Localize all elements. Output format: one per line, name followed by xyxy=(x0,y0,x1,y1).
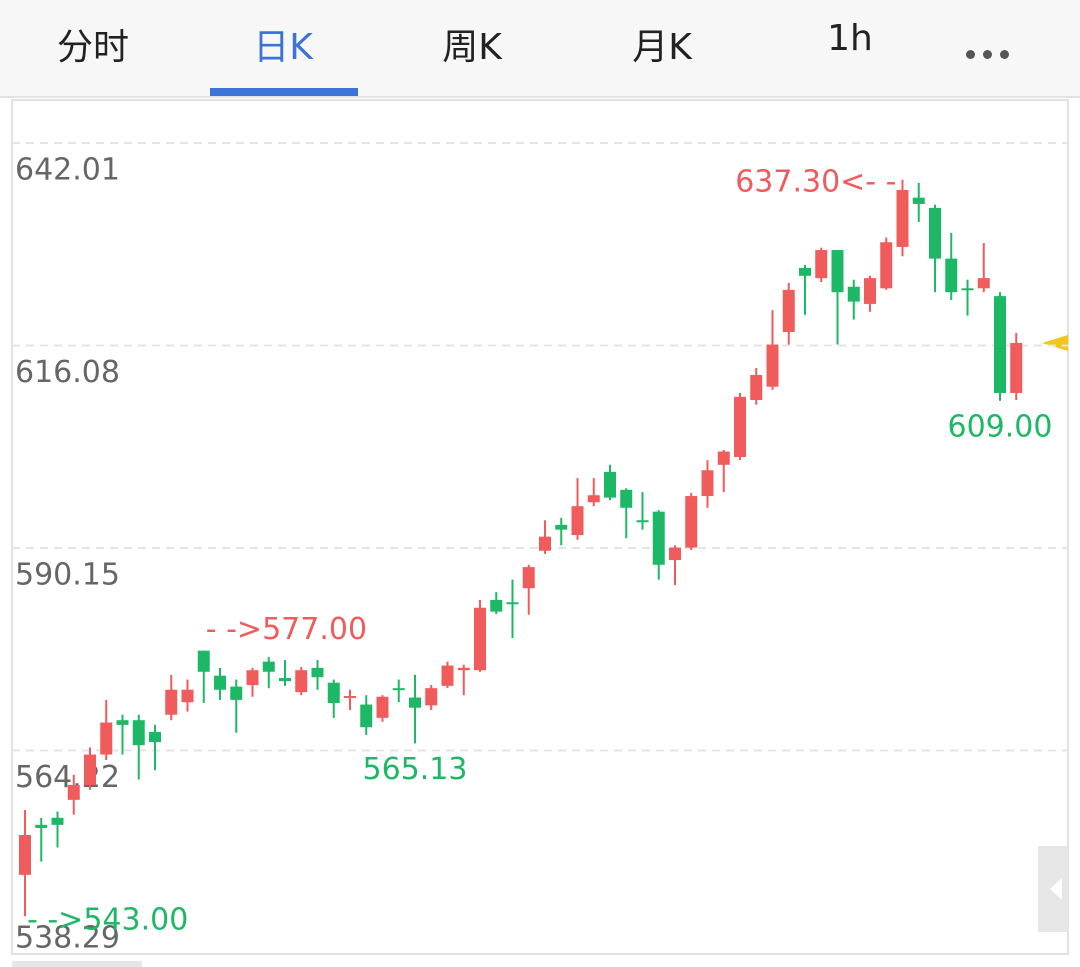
tab[interactable]: 日K xyxy=(253,27,313,68)
candle-body xyxy=(165,689,178,715)
candle-body xyxy=(457,667,470,671)
candle-body xyxy=(571,506,584,536)
annotation: 565.13 xyxy=(363,752,468,787)
price-pointer xyxy=(1042,335,1068,351)
candle-body xyxy=(555,524,568,530)
candle-body xyxy=(67,785,80,800)
more-button[interactable] xyxy=(966,44,1017,63)
candle-body xyxy=(945,258,958,293)
candle-body xyxy=(262,661,275,672)
y-tick-label: 564.22 xyxy=(15,760,120,795)
candle-body xyxy=(539,536,551,551)
scroll-bar xyxy=(12,961,142,967)
y-tick-label: 590.15 xyxy=(15,557,120,592)
tab-underline xyxy=(210,88,358,96)
candle-body xyxy=(327,682,340,704)
candle-body xyxy=(51,817,64,825)
candle-body xyxy=(734,396,746,458)
candle-body xyxy=(181,689,194,703)
candle-body xyxy=(230,686,243,700)
candle-body xyxy=(766,344,779,387)
candle-body xyxy=(929,207,941,259)
candle-body xyxy=(652,511,665,565)
candle-body xyxy=(669,547,681,561)
candle-body xyxy=(636,520,649,523)
annotation: - ->577.00 xyxy=(206,612,367,647)
candle-body xyxy=(620,489,633,508)
candle-body xyxy=(880,242,893,289)
candle-body xyxy=(441,665,454,686)
annotation: 637.30<- - xyxy=(735,164,896,199)
candle-body xyxy=(84,754,96,786)
candle-body xyxy=(717,451,730,465)
annotation: 609.00 xyxy=(948,409,1053,444)
candle-body xyxy=(685,496,698,548)
tab-bar: 分时 日K 周K 月K 1h xyxy=(0,0,1080,98)
candle-body xyxy=(604,471,616,498)
candle-body xyxy=(246,670,259,686)
candle-body xyxy=(425,688,438,706)
candle-body xyxy=(295,670,308,693)
candle-body xyxy=(864,278,876,304)
candle-body xyxy=(360,704,373,728)
candle-body xyxy=(279,678,291,682)
candle-body xyxy=(799,268,811,276)
candle-body xyxy=(977,278,990,289)
candle-body xyxy=(782,289,795,333)
tab[interactable]: 周K xyxy=(442,27,502,68)
candle-body xyxy=(961,288,974,291)
candle-body xyxy=(701,470,714,497)
candle-body xyxy=(149,731,161,743)
y-tick-label: 538.29 xyxy=(15,921,120,956)
candle-body xyxy=(344,695,356,698)
candle-body xyxy=(132,720,145,746)
candle-body xyxy=(912,197,925,204)
tab[interactable]: 月K xyxy=(632,27,692,68)
plot-frame xyxy=(11,99,1069,955)
candle-body xyxy=(35,824,48,828)
candle-body xyxy=(1010,342,1023,393)
candle-body xyxy=(896,189,909,247)
candle-body xyxy=(197,650,210,672)
candle-body xyxy=(522,567,535,589)
annotation: - ->543.00 xyxy=(27,903,188,938)
candle-body xyxy=(490,599,503,612)
candle-body xyxy=(392,688,405,691)
y-tick-label: 642.01 xyxy=(15,152,120,187)
candle-body xyxy=(116,720,129,725)
candle-body xyxy=(214,675,226,690)
candle-body xyxy=(750,374,763,400)
candle-body xyxy=(587,495,600,503)
y-tick-label: 616.08 xyxy=(15,355,120,390)
candle-body xyxy=(815,250,828,279)
side-button-icon xyxy=(1050,878,1062,900)
tab[interactable]: 1h xyxy=(827,18,873,59)
tab[interactable]: 分时 xyxy=(56,27,129,68)
candle-body xyxy=(409,697,421,708)
candle-body xyxy=(506,602,519,605)
candle-body xyxy=(994,296,1006,393)
candle-body xyxy=(376,696,389,718)
candle-body xyxy=(847,286,860,302)
candle-body xyxy=(100,722,113,755)
candle-body xyxy=(311,667,324,678)
candle-body xyxy=(19,834,31,875)
candle-body xyxy=(474,607,486,671)
candle-body xyxy=(831,250,844,293)
